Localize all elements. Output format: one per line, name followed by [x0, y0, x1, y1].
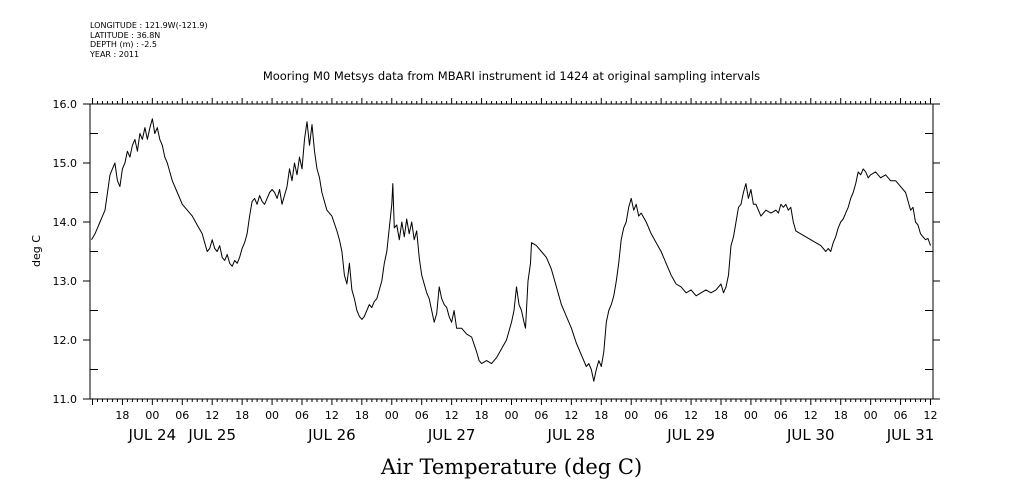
series-line: [91, 118, 931, 382]
x-tick-label: 06: [534, 409, 548, 422]
meta-longitude: LONGITUDE : 121.9W(-121.9): [90, 21, 208, 30]
x-tick-label: 00: [265, 409, 279, 422]
chart-title: Mooring M0 Metsys data from MBARI instru…: [262, 69, 761, 83]
meta-latitude: LATITUDE : 36.8N: [90, 30, 161, 40]
x-day-label: JUL 25: [187, 426, 236, 444]
metadata-block: LONGITUDE : 121.9W(-121.9) LATITUDE : 36…: [90, 21, 208, 59]
label-layer: 11.0 12.0 13.0 14.0 15.0 16.0 18 00 06 12 18 00 06 12…: [53, 98, 938, 444]
x-tick-label: 12: [684, 409, 698, 422]
x-tick-label: 18: [235, 409, 249, 422]
y-tick-label: 14.0: [53, 216, 78, 229]
ticks-layer: [83, 98, 940, 405]
y-axis-label: deg C: [30, 235, 43, 267]
x-tick-label: 12: [804, 409, 818, 422]
x-day-label: JUL 26: [307, 426, 356, 444]
y-tick-label: 15.0: [53, 157, 78, 170]
x-tick-label: 12: [564, 409, 578, 422]
y-tick-label: 13.0: [53, 275, 78, 288]
x-tick-label: 00: [385, 409, 399, 422]
x-day-label: JUL 31: [886, 426, 935, 444]
x-tick-label: 06: [654, 409, 668, 422]
x-tick-label: 06: [415, 409, 429, 422]
y-tick-label: 16.0: [53, 98, 78, 111]
meta-depth: DEPTH (m) : -2.5: [90, 40, 157, 49]
x-tick-label: 00: [744, 409, 758, 422]
meta-year: YEAR : 2011: [90, 49, 140, 59]
x-day-label: JUL 27: [427, 426, 476, 444]
x-day-label: JUL 30: [786, 426, 835, 444]
x-tick-label: 18: [834, 409, 848, 422]
x-tick-label: 06: [774, 409, 788, 422]
x-tick-label: 18: [475, 409, 489, 422]
y-tick-label: 11.0: [53, 393, 78, 406]
plot-frame: [89, 103, 934, 400]
x-tick-label: 00: [505, 409, 519, 422]
x-day-label: JUL 24: [128, 426, 177, 444]
y-tick-label: 12.0: [53, 334, 78, 347]
x-axis-label: Air Temperature (deg C): [380, 455, 643, 479]
x-tick-label: 12: [445, 409, 459, 422]
x-tick-label: 00: [864, 409, 878, 422]
x-tick-label: 18: [714, 409, 728, 422]
data-layer: [91, 118, 931, 382]
x-tick-label: 18: [355, 409, 369, 422]
x-tick-label: 18: [594, 409, 608, 422]
x-tick-label: 06: [894, 409, 908, 422]
x-tick-label: 12: [205, 409, 219, 422]
x-day-label: JUL 29: [666, 426, 715, 444]
x-tick-label: 06: [175, 409, 189, 422]
x-tick-label: 18: [115, 409, 129, 422]
x-tick-label: 00: [145, 409, 159, 422]
x-tick-label: 12: [325, 409, 339, 422]
x-tick-label: 00: [624, 409, 638, 422]
x-tick-label: 06: [295, 409, 309, 422]
x-day-label: JUL 28: [547, 426, 596, 444]
x-tick-label: 12: [924, 409, 938, 422]
